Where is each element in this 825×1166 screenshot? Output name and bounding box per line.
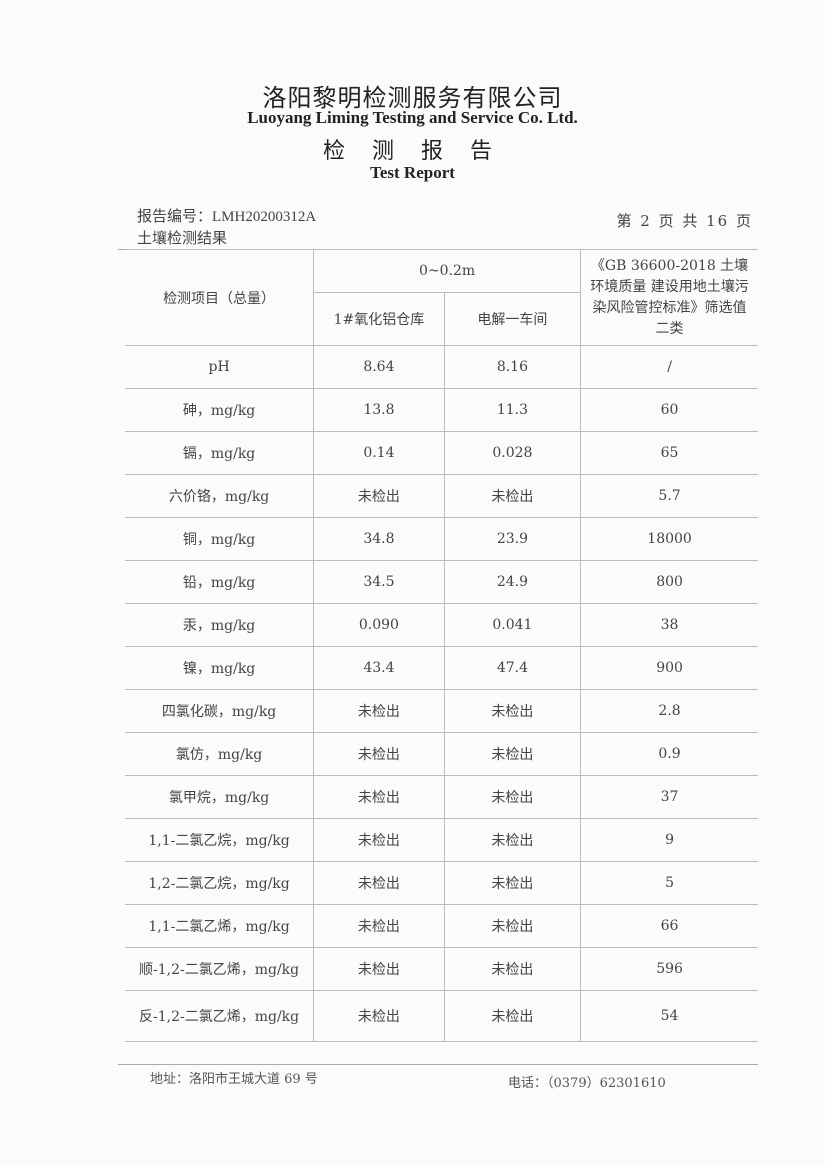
header-standard: 《GB 36600-2018 土壤环境质量 建设用地土壤污染风险管控标准》筛选值…: [580, 249, 758, 346]
row-value-site2: 未检出: [443, 474, 582, 518]
row-value-site1: 34.8: [313, 517, 445, 561]
table-row: 顺-1,2-二氯乙烯，mg/kg 未检出 未检出 596: [125, 947, 758, 991]
table-row: 氯仿，mg/kg 未检出 未检出 0.9: [125, 732, 758, 776]
table-row: 镍，mg/kg 43.4 47.4 900: [125, 646, 758, 690]
table-row: 铅，mg/kg 34.5 24.9 800: [125, 560, 758, 604]
row-value-site1: 未检出: [313, 689, 445, 733]
row-value-site2: 0.041: [443, 603, 582, 647]
row-value-site2: 未检出: [443, 947, 582, 991]
row-standard: 5.7: [580, 474, 758, 518]
table-row: 1,1-二氯乙烷，mg/kg 未检出 未检出 9: [125, 818, 758, 862]
row-standard: 65: [580, 431, 758, 475]
table-row: pH 8.64 8.16/: [125, 345, 758, 389]
footer-address: 地址：洛阳市王城大道 69 号: [150, 1072, 318, 1087]
header-depth: 0~0.2m: [313, 249, 582, 293]
row-value-site1: 未检出: [313, 818, 445, 862]
row-value-site2: 未检出: [443, 861, 582, 905]
row-value-site2: 未检出: [443, 689, 582, 733]
row-value-site1: 0.090: [313, 603, 445, 647]
row-value-site1: 未检出: [313, 904, 445, 948]
report-number-label: 报告编号：: [137, 207, 213, 225]
row-item: 镍，mg/kg: [125, 646, 315, 690]
header-site2: 电解一车间: [443, 292, 581, 346]
row-value-site1: 8.64: [313, 345, 445, 389]
row-item: 铜，mg/kg: [125, 517, 315, 561]
row-value-site1: 13.8: [313, 388, 445, 432]
table-row: 镉，mg/kg 0.14 0.028 65: [125, 431, 758, 475]
row-item: 氯仿，mg/kg: [125, 732, 315, 776]
row-item: 1,1-二氯乙烯，mg/kg: [125, 904, 315, 948]
row-item: 六价铬，mg/kg: [125, 474, 315, 518]
row-value-site1: 未检出: [313, 947, 445, 991]
table-row: 四氯化碳，mg/kg 未检出 未检出 2.8: [125, 689, 758, 733]
row-value-site2: 未检出: [443, 732, 582, 776]
table-row: 氯甲烷，mg/kg 未检出 未检出 37: [125, 775, 758, 819]
row-standard: 0.9: [580, 732, 758, 776]
row-value-site1: 未检出: [313, 990, 445, 1042]
results-table: 检测项目（总量） 0~0.2m 《GB 36600-2018 土壤环境质量 建设…: [125, 249, 758, 1042]
row-standard: 66: [580, 904, 758, 948]
row-value-site2: 未检出: [443, 775, 582, 819]
table-row: 1,2-二氯乙烷，mg/kg 未检出 未检出 5: [125, 861, 758, 905]
table-row: 铜，mg/kg 34.8 23.9 18000: [125, 517, 758, 561]
row-item: 铅，mg/kg: [125, 560, 315, 604]
row-standard: 5: [580, 861, 758, 905]
row-item: 四氯化碳，mg/kg: [125, 689, 315, 733]
row-item: pH: [125, 345, 315, 389]
row-value-site2: 未检出: [443, 904, 582, 948]
row-item: 顺-1,2-二氯乙烯，mg/kg: [125, 947, 315, 991]
row-standard: 54: [580, 990, 758, 1042]
row-standard: 900: [580, 646, 758, 690]
row-standard: 18000: [580, 517, 758, 561]
row-standard: 38: [580, 603, 758, 647]
table-row: 砷，mg/kg 13.8 11.3 60: [125, 388, 758, 432]
report-number: 报告编号：LMH20200312A: [137, 205, 316, 226]
row-value-site2: 11.3: [443, 388, 582, 432]
table-row: 六价铬，mg/kg 未检出 未检出 5.7: [125, 474, 758, 518]
row-item: 1,1-二氯乙烷，mg/kg: [125, 818, 315, 862]
table-row: 汞，mg/kg 0.090 0.041 38: [125, 603, 758, 647]
footer-divider: [118, 1064, 758, 1065]
row-value-site1: 未检出: [313, 732, 445, 776]
page-indicator: 第 2 页 共 16 页: [616, 212, 753, 230]
row-item: 反-1,2-二氯乙烯，mg/kg: [125, 990, 315, 1042]
header-item: 检测项目（总量）: [125, 249, 315, 346]
row-item: 汞，mg/kg: [125, 603, 315, 647]
table-row: 反-1,2-二氯乙烯，mg/kg 未检出 未检出 54: [125, 990, 758, 1042]
row-value-site2: 0.028: [443, 431, 582, 475]
report-title-en: Test Report: [370, 163, 455, 182]
row-value-site2: 未检出: [443, 990, 582, 1042]
row-item: 氯甲烷，mg/kg: [125, 775, 315, 819]
row-standard: 9: [580, 818, 758, 862]
row-value-site1: 0.14: [313, 431, 445, 475]
row-value-site2: 23.9: [443, 517, 582, 561]
footer-phone: 电话：（0379）62301610: [508, 1076, 666, 1091]
row-value-site1: 34.5: [313, 560, 445, 604]
row-standard: 37: [580, 775, 758, 819]
row-standard: 60: [580, 388, 758, 432]
row-value-site1: 未检出: [313, 474, 445, 518]
section-title: 土壤检测结果: [137, 229, 228, 247]
row-standard: /: [580, 345, 758, 389]
company-name-cn: 洛阳黎明检测服务有限公司: [262, 84, 563, 112]
row-standard: 800: [580, 560, 758, 604]
row-value-site2: 8.16: [443, 345, 582, 389]
company-name-en: Luoyang Liming Testing and Service Co. L…: [247, 108, 578, 127]
row-standard: 596: [580, 947, 758, 991]
report-title-cn: 检 测 报 告: [323, 139, 502, 164]
row-value-site2: 47.4: [443, 646, 582, 690]
row-value-site2: 未检出: [443, 818, 582, 862]
row-value-site1: 未检出: [313, 861, 445, 905]
row-value-site1: 未检出: [313, 775, 445, 819]
row-item: 1,2-二氯乙烷，mg/kg: [125, 861, 315, 905]
row-item: 砷，mg/kg: [125, 388, 315, 432]
row-value-site1: 43.4: [313, 646, 445, 690]
row-item: 镉，mg/kg: [125, 431, 315, 475]
row-standard: 2.8: [580, 689, 758, 733]
report-number-value: LMH20200312A: [212, 209, 317, 225]
header-site1: 1#氧化铝仓库: [313, 292, 445, 346]
table-row: 1,1-二氯乙烯，mg/kg 未检出 未检出 66: [125, 904, 758, 948]
row-value-site2: 24.9: [443, 560, 582, 604]
